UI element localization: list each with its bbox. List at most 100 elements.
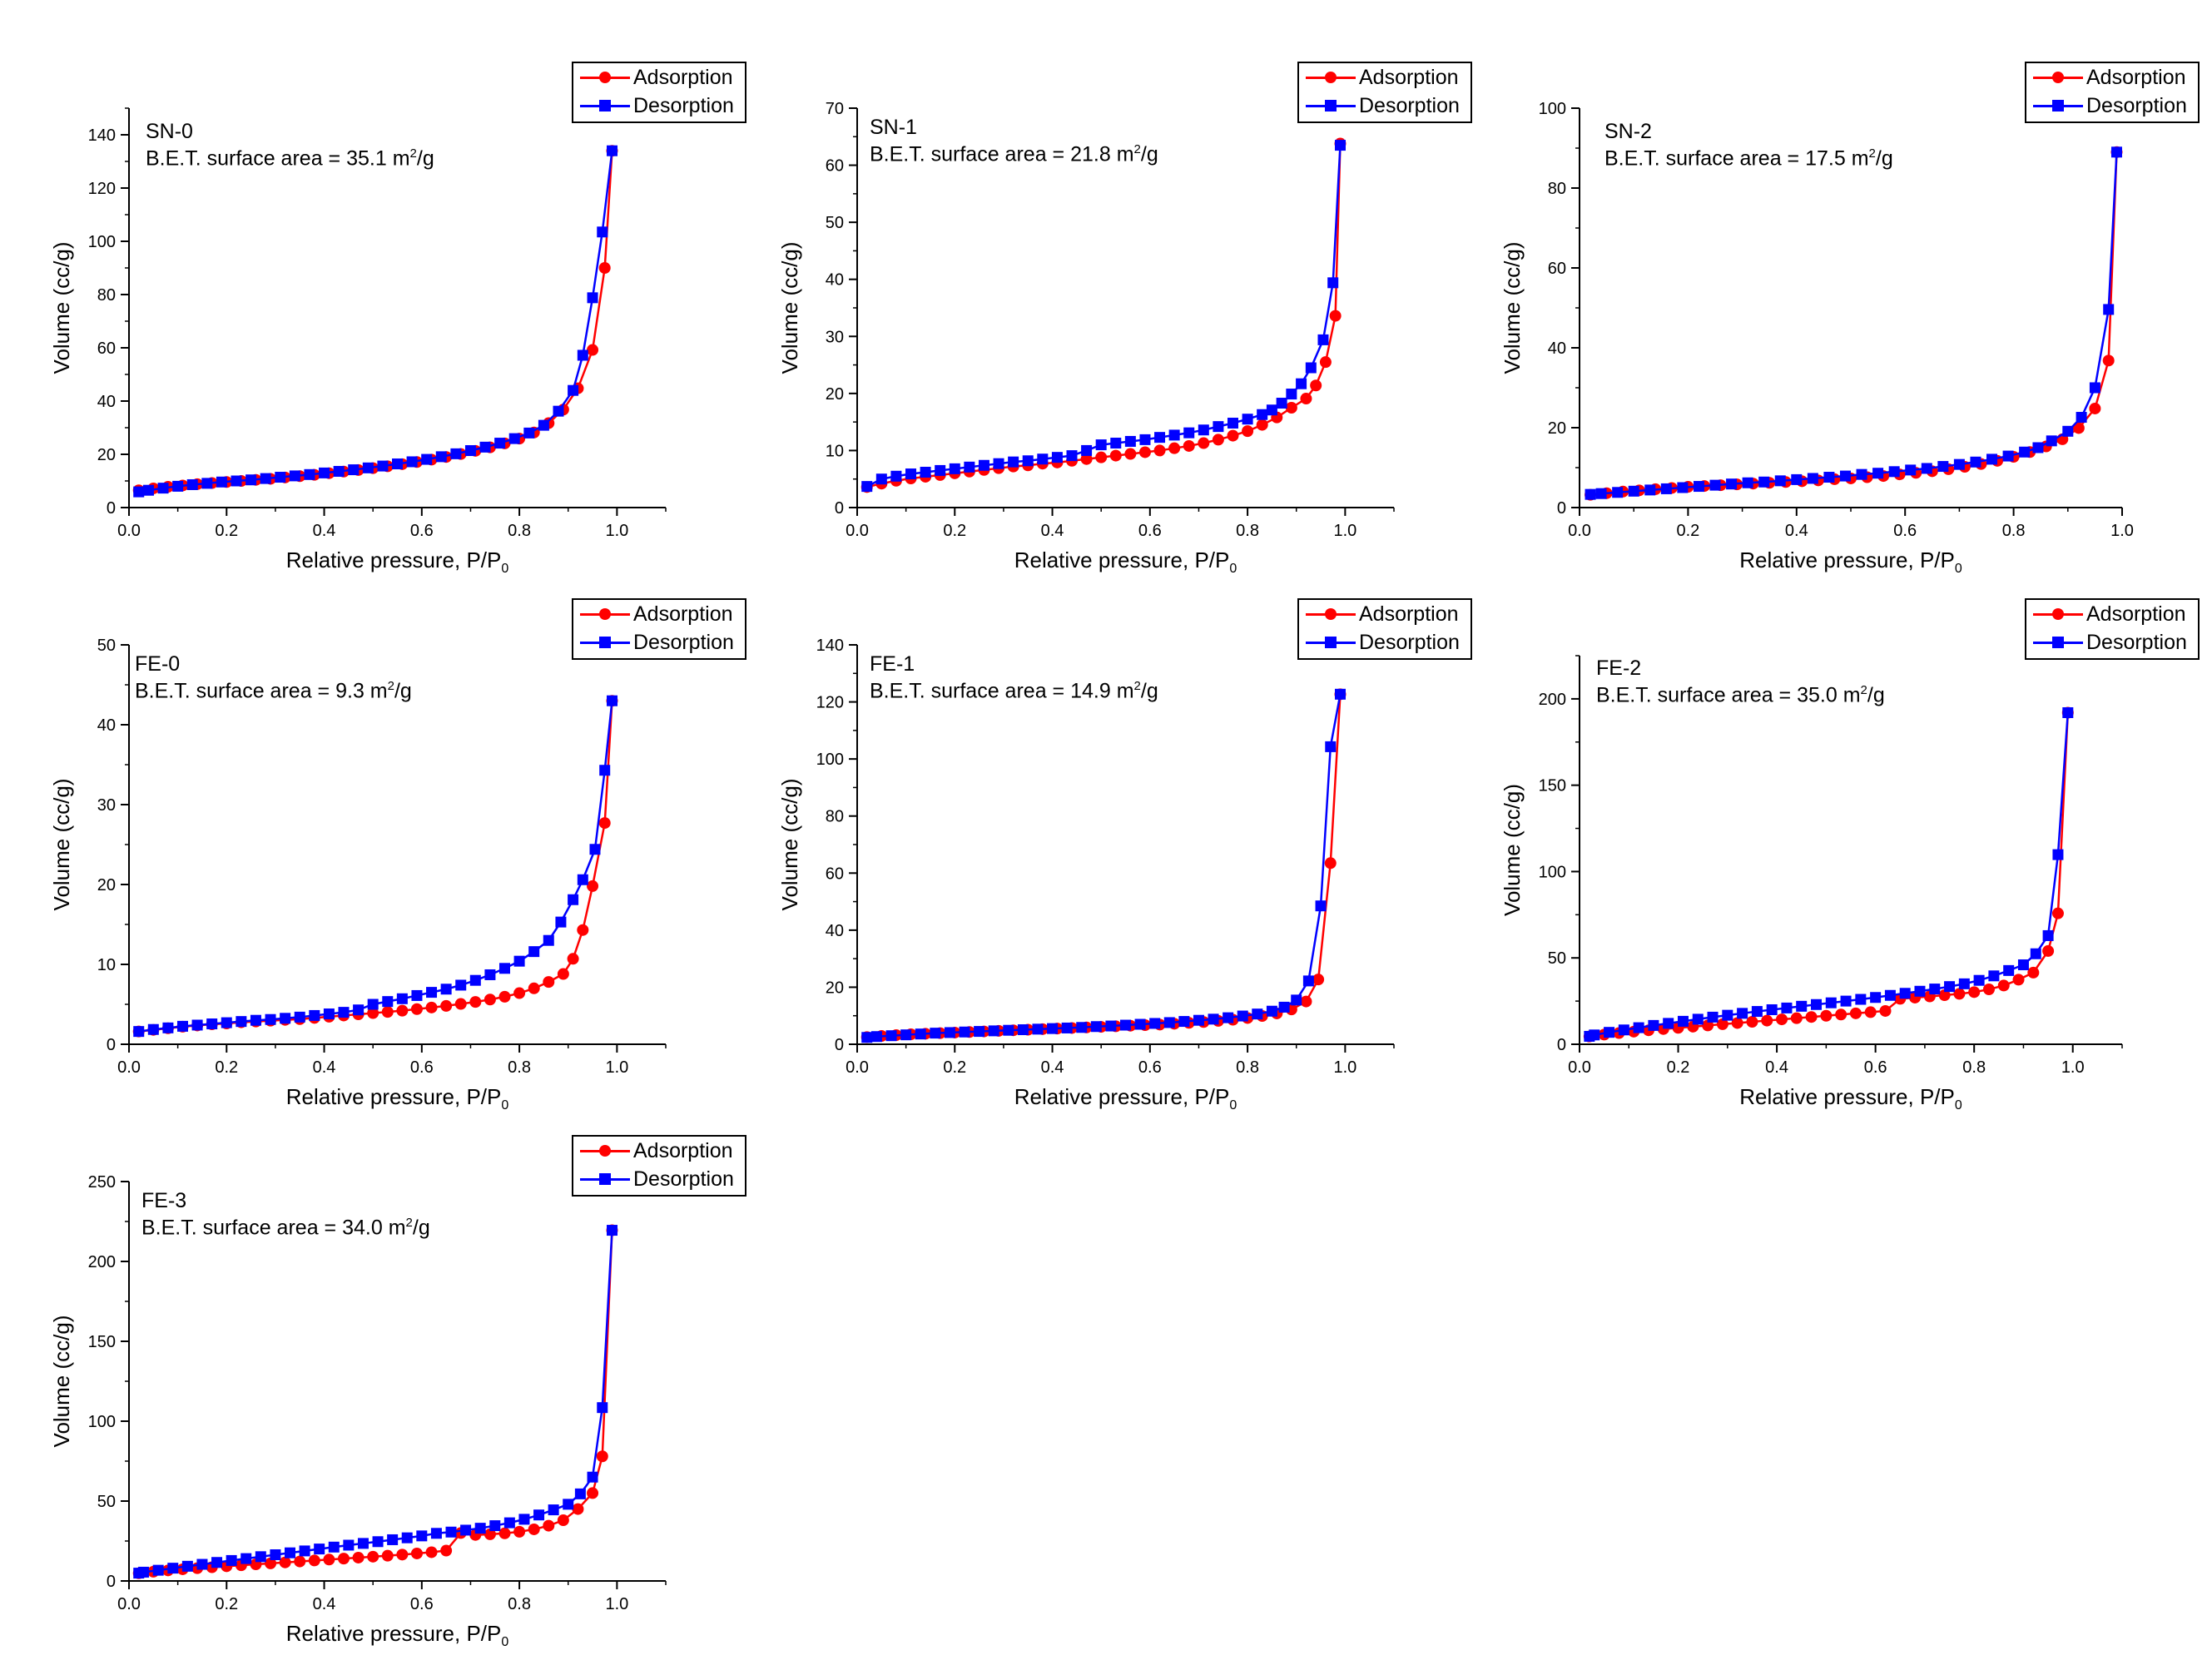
y-tick-label: 120 (88, 180, 116, 198)
desorption-point (2003, 964, 2015, 976)
desorption-point (949, 463, 960, 474)
desorption-point (479, 441, 491, 453)
desorption-point (607, 1225, 617, 1236)
desorption-point (523, 427, 535, 439)
bet-annotation-text: B.E.T. surface area = 14.9 m (870, 679, 1134, 703)
desorption-point (1986, 453, 1998, 465)
desorption-point (1178, 1016, 1190, 1028)
bet-annotation: B.E.T. surface area = 35.1 m2/g (146, 146, 434, 171)
chart-svg: 0.0 0.2 0.4 0.6 0.8 1.0 0 50 100 150 200 250 Volume … (49, 1173, 667, 1613)
x-axis-label: Relative pressure, P/P0 (1676, 1084, 2026, 1113)
y-tick-label: 30 (97, 796, 116, 815)
legend-entry-adsorption: Adsorption (573, 63, 745, 92)
adsorption-point (1227, 429, 1239, 442)
adsorption-point (598, 817, 611, 830)
bet-annotation-text: B.E.T. surface area = 17.5 m (1604, 146, 1869, 171)
desorption-point (406, 456, 418, 468)
y-tick-label: 0 (1557, 1036, 1566, 1054)
desorption-point (2110, 146, 2122, 158)
desorption-line (138, 151, 613, 493)
desorption-point (186, 478, 198, 490)
desorption-point (304, 468, 315, 480)
desorption-point (1899, 988, 1911, 999)
legend-label: Desorption (1359, 631, 1460, 654)
desorption-point (935, 464, 946, 476)
desorption-point (2002, 450, 2014, 462)
desorption-point (231, 475, 242, 487)
chart-svg: 0.0 0.2 0.4 0.6 0.8 1.0 0 10 20 30 40 50 60 70 Volume … (777, 100, 1395, 540)
desorption-point (508, 433, 520, 444)
adsorption-point (543, 976, 555, 989)
y-tick-label: 100 (1539, 100, 1566, 118)
x-tick-label: 0.4 (1041, 1058, 1064, 1077)
sample-label: FE-2 (1596, 657, 1642, 680)
adsorption-point (469, 996, 482, 1008)
x-axis-label-subscript: 0 (1229, 562, 1237, 577)
desorption-point (1796, 1000, 1808, 1012)
adsorption-point (513, 987, 526, 999)
x-tick-label: 0.0 (1568, 1058, 1591, 1077)
legend-circle-icon (2052, 608, 2064, 620)
x-axis-label-text: Relative pressure, P/P (1739, 1084, 1955, 1109)
x-tick-label: 0.4 (1765, 1058, 1788, 1077)
bet-annotation-text: B.E.T. surface area = 35.1 m (146, 146, 410, 171)
legend-square-icon (1325, 637, 1337, 648)
x-tick-label: 1.0 (605, 1058, 628, 1077)
chart-svg: 0.0 0.2 0.4 0.6 0.8 1.0 0 20 40 60 80 100 120 140 Volu… (777, 637, 1395, 1077)
x-tick-label: 0.8 (508, 1058, 531, 1077)
adsorption-point (1095, 451, 1108, 463)
desorption-point (348, 464, 360, 476)
x-axis-label-subscript: 0 (1954, 1098, 1962, 1113)
x-axis-label-subscript: 0 (1954, 562, 1962, 577)
desorption-point (421, 453, 433, 465)
desorption-point (978, 459, 989, 471)
y-tick-label: 120 (816, 694, 844, 712)
desorption-point (289, 470, 300, 482)
y-tick-label: 80 (826, 808, 844, 826)
y-tick-label: 200 (1539, 691, 1566, 709)
chart-svg: 0.0 0.2 0.4 0.6 0.8 1.0 0 20 40 60 80 100 Volume (cc… (1500, 100, 2134, 540)
adsorption-point (338, 1553, 350, 1565)
adsorption-point (1300, 393, 1312, 405)
legend-entry-adsorption: Adsorption (1299, 600, 1471, 628)
desorption-point (915, 1028, 926, 1040)
desorption-point (1105, 1020, 1117, 1032)
desorption-point (1751, 1006, 1763, 1018)
adsorption-point (1080, 453, 1093, 465)
y-axis-label: Volume (cc/g) (49, 779, 74, 911)
x-tick-label: 0.0 (846, 522, 869, 540)
adsorption-point (2042, 944, 2055, 957)
adsorption-point (1982, 983, 1995, 995)
desorption-point (905, 468, 916, 480)
adsorption-point (543, 1519, 555, 1532)
desorption-point (577, 349, 588, 361)
desorption-point (1707, 1011, 1719, 1023)
desorption-point (1791, 473, 1803, 485)
adsorption-point (484, 1528, 496, 1540)
sample-label: FE-0 (135, 652, 181, 676)
x-axis-label-subscript: 0 (501, 1098, 509, 1113)
desorption-point (1660, 483, 1672, 494)
legend-entry-desorption: Desorption (2026, 628, 2198, 657)
y-tick-label: 0 (107, 499, 116, 518)
desorption-point (1677, 482, 1689, 493)
y-tick-label: 50 (826, 214, 844, 232)
legend-label: Adsorption (633, 602, 733, 626)
desorption-point (1120, 1019, 1131, 1031)
desorption-point (1163, 1017, 1175, 1028)
desorption-point (607, 145, 617, 156)
desorption-point (1953, 458, 1965, 470)
desorption-point (392, 458, 403, 470)
bet-annotation-unit: /g (1875, 146, 1893, 171)
adsorption-point (557, 968, 569, 980)
x-tick-label: 0.8 (2002, 522, 2026, 540)
adsorption-point (367, 1007, 379, 1019)
desorption-point (1193, 1014, 1204, 1026)
desorption-point (2017, 959, 2029, 971)
desorption-point (503, 1517, 515, 1529)
adsorption-point (572, 1503, 584, 1515)
y-tick-label: 20 (826, 979, 844, 997)
x-tick-label: 0.2 (215, 522, 238, 540)
adsorption-point (2012, 974, 2025, 986)
desorption-point (993, 458, 1004, 469)
